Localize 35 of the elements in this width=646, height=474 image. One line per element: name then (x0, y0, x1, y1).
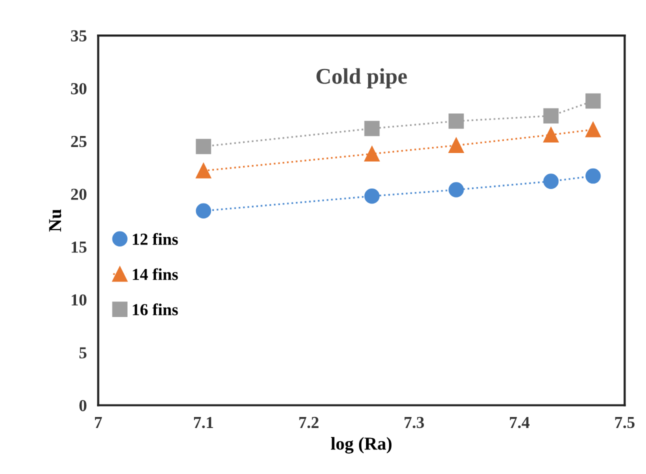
point (448, 182, 464, 198)
y-tick-label: 30 (71, 83, 86, 94)
y-tick-label: 10 (72, 294, 86, 306)
y-tick-label: 20 (71, 188, 86, 200)
point (585, 93, 601, 109)
legend-label: 12 fins (132, 232, 178, 245)
x-tick-label: 7.1 (194, 416, 214, 428)
point (196, 138, 212, 154)
point (543, 174, 559, 189)
x-axis-title: log (Ra) (330, 437, 392, 454)
point (543, 127, 559, 142)
point (364, 188, 380, 204)
y-tick-label: 15 (72, 242, 86, 253)
point (585, 168, 601, 184)
x-tick-label: 7.2 (299, 416, 318, 428)
point (543, 108, 559, 124)
legend-label: 16 fins (132, 303, 178, 316)
point (448, 113, 464, 129)
point (364, 120, 380, 136)
y-tick-label: 25 (71, 136, 86, 148)
x-tick-label: 7 (94, 417, 102, 428)
point (585, 122, 601, 138)
point (196, 203, 212, 219)
x-tick-label: 7.4 (510, 416, 530, 428)
point (448, 138, 464, 154)
legend-label: 14 fins (132, 268, 178, 280)
text: Cold pipe (316, 68, 407, 88)
point (196, 163, 212, 178)
y-axis-title: Nu (49, 209, 62, 232)
y-tick-label: 5 (79, 347, 86, 358)
y-tick-label: 35 (71, 30, 86, 42)
x-tick-label: 7.5 (615, 417, 634, 428)
y-tick-label: 0 (79, 400, 86, 412)
x-tick-label: 7.3 (404, 416, 424, 428)
point (364, 146, 380, 162)
